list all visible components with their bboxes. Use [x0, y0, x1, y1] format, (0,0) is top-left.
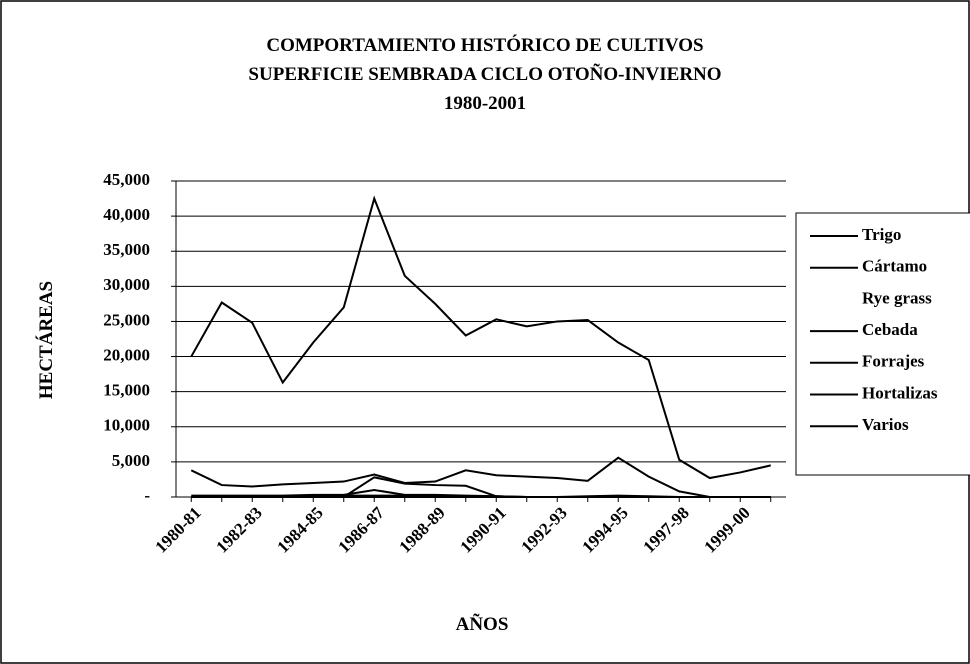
y-tick-label: 35,000 [103, 240, 150, 259]
legend-label: Cártamo [862, 257, 927, 276]
series-line [190, 456, 771, 498]
series-line [190, 195, 771, 480]
legend-label: Trigo [862, 225, 901, 244]
legend-box [795, 212, 970, 476]
y-tick-label: - [144, 486, 150, 505]
y-tick-label: 20,000 [103, 345, 150, 364]
x-axis-label: AÑOS [456, 613, 509, 635]
y-tick-label: 10,000 [103, 416, 150, 435]
y-tick-label: 5,000 [112, 451, 150, 470]
chart-title: COMPORTAMIENTO HISTÓRICO DE CULTIVOS [266, 34, 703, 56]
legend-label: Forrajes [862, 352, 925, 371]
y-axis-label: HECTÁREAS [35, 281, 57, 399]
y-tick-label: 15,000 [103, 381, 150, 400]
chart-years: 1980-2001 [444, 93, 526, 114]
y-tick-label: 40,000 [103, 205, 150, 224]
legend-label: Cebada [862, 320, 918, 339]
legend-label: Varios [862, 415, 909, 434]
legend-label: Hortalizas [862, 383, 938, 402]
y-tick-label: 45,000 [103, 170, 150, 189]
y-tick-label: 25,000 [103, 310, 150, 329]
legend-label: Rye grass [862, 288, 932, 307]
y-tick-label: 30,000 [103, 275, 150, 294]
chart-subtitle: SUPERFICIE SEMBRADA CICLO OTOÑO-INVIERNO [248, 63, 721, 85]
